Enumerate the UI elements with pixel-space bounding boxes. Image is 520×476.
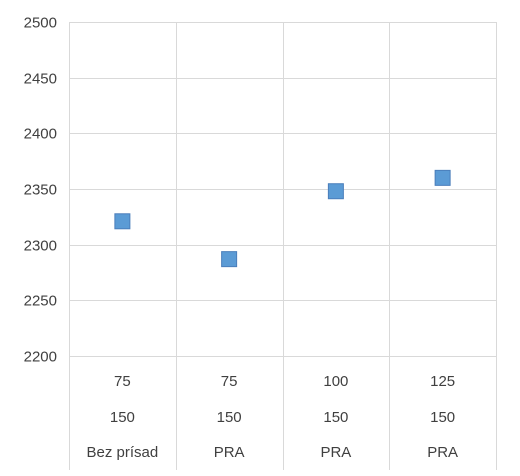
y-tick-label: 2350	[24, 182, 57, 199]
category-label: 125	[430, 373, 455, 390]
horizontal-gridlines	[69, 22, 496, 357]
category-label: 75	[114, 373, 131, 390]
category-label: 150	[323, 409, 348, 426]
data-points	[114, 169, 451, 268]
y-tick-label: 2300	[24, 238, 57, 255]
y-axis-tick-labels: 2200 2250 2300 2350 2400 2450 2500	[24, 15, 57, 366]
category-label: 150	[430, 409, 455, 426]
x-axis-category-labels: 75 150 Bez prísad 75 150 PRA 100 150 PRA 125 150 PR…	[87, 373, 459, 461]
data-point	[434, 169, 451, 186]
category-label: PRA	[427, 444, 458, 461]
data-point	[221, 251, 238, 268]
category-label: 150	[110, 409, 135, 426]
y-tick-label: 2450	[24, 71, 57, 88]
category-label: Bez prísad	[87, 444, 159, 461]
y-tick-label: 2250	[24, 293, 57, 310]
y-tick-label: 2500	[24, 15, 57, 32]
category-label: PRA	[320, 444, 351, 461]
category-label: 75	[221, 373, 238, 390]
data-point	[114, 213, 131, 230]
vertical-gridlines	[69, 22, 497, 470]
category-label: PRA	[214, 444, 245, 461]
category-label: 100	[323, 373, 348, 390]
y-tick-label: 2200	[24, 349, 57, 366]
y-tick-label: 2400	[24, 126, 57, 143]
data-point	[327, 183, 344, 200]
category-label: 150	[217, 409, 242, 426]
